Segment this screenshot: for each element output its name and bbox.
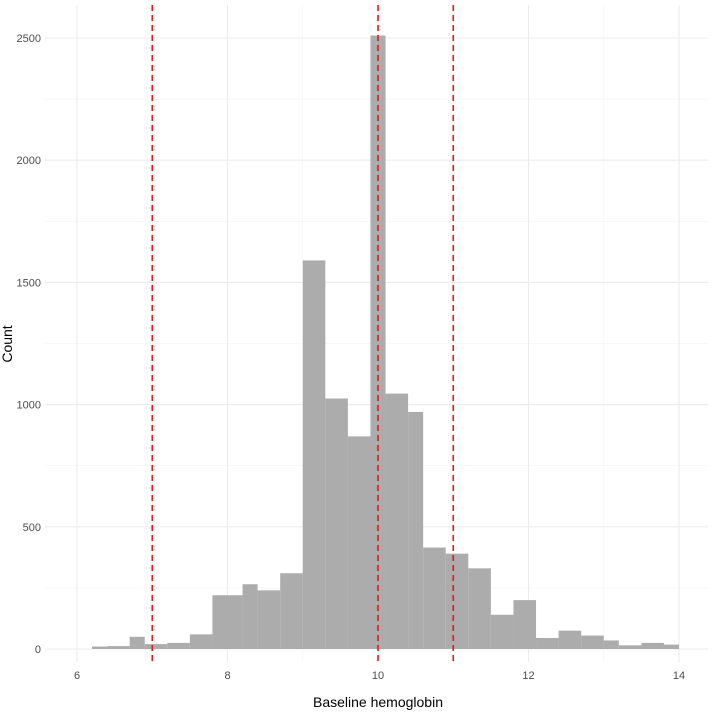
x-axis-title: Baseline hemoglobin — [313, 694, 443, 710]
y-tick-label: 1500 — [17, 277, 41, 289]
x-tick-label: 12 — [522, 670, 534, 682]
histogram-bar — [257, 590, 281, 649]
x-axis-ticks: 6 8 10 12 14 — [74, 670, 685, 682]
y-tick-label: 500 — [23, 522, 41, 534]
y-tick-label: 0 — [35, 644, 41, 656]
y-axis-title: Count — [0, 325, 15, 362]
x-tick-label: 10 — [372, 670, 384, 682]
y-tick-label: 2500 — [17, 33, 41, 45]
histogram-bar — [618, 645, 642, 649]
histogram-bar — [212, 595, 243, 649]
histogram-bar — [663, 644, 679, 649]
x-tick-label: 6 — [74, 670, 80, 682]
histogram-bar — [167, 642, 190, 649]
y-tick-label: 2000 — [17, 155, 41, 167]
histogram-bar — [641, 642, 664, 649]
y-tick-label: 1000 — [17, 400, 41, 412]
histogram-bar — [536, 638, 559, 649]
x-tick-label: 8 — [224, 670, 230, 682]
histogram-bar — [558, 630, 582, 649]
histogram-bar — [325, 398, 348, 649]
histogram-bar — [468, 568, 491, 649]
histogram-bar — [408, 411, 424, 649]
histogram-bar — [385, 393, 409, 649]
histogram-bar — [280, 573, 303, 649]
histogram-bar — [445, 553, 469, 649]
histogram-bar — [581, 635, 604, 649]
histogram-bar — [302, 260, 326, 649]
histogram-bar — [189, 634, 213, 649]
histogram-bar — [144, 644, 168, 649]
histogram-bar — [370, 35, 386, 649]
y-axis-ticks: 0 500 1000 1500 2000 2500 — [17, 33, 41, 656]
histogram-bar — [92, 646, 108, 649]
x-tick-label: 14 — [673, 670, 685, 682]
histogram-bar — [513, 600, 537, 649]
histogram-bar — [242, 584, 258, 649]
histogram-bar — [129, 636, 145, 649]
bars — [92, 35, 679, 649]
histogram-bar — [490, 614, 514, 649]
histogram-bar — [603, 640, 619, 649]
histogram-bar — [107, 646, 130, 649]
histogram-bar — [347, 436, 371, 649]
histogram-bar — [423, 547, 446, 649]
